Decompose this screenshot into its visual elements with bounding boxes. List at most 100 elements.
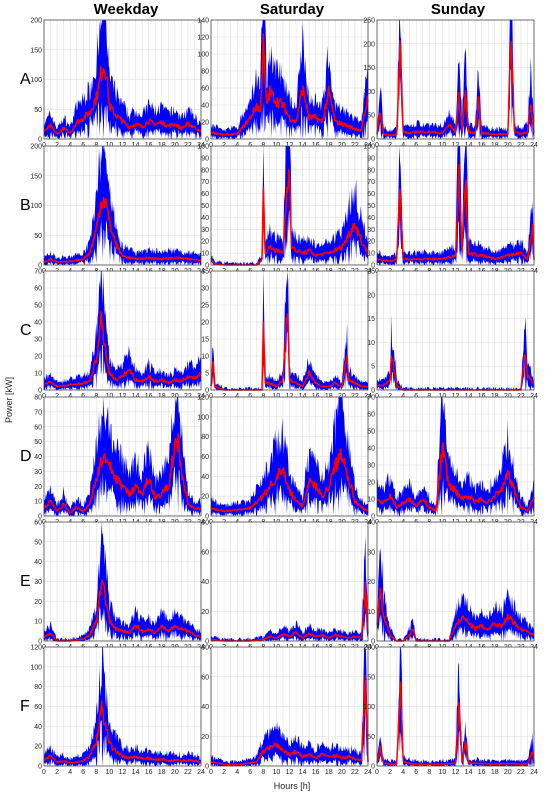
- y-tick-label: 80: [34, 395, 42, 402]
- y-tick-label: 0: [371, 764, 375, 771]
- y-tick-label: 200: [363, 41, 375, 48]
- variability-band: [377, 548, 534, 641]
- x-tick-label: 24: [197, 769, 205, 776]
- y-tick-label: 40: [34, 320, 42, 327]
- y-tick-label: 50: [34, 303, 42, 310]
- x-tick-label: 4: [235, 393, 239, 400]
- y-tick-label: 10: [201, 251, 209, 258]
- y-tick-label: 0: [205, 388, 209, 395]
- x-tick-label: 12: [286, 142, 294, 149]
- y-tick-label: 80: [34, 684, 42, 691]
- y-tick-label: 20: [201, 609, 209, 616]
- x-tick-label: 0: [42, 769, 46, 776]
- y-tick-label: 0: [38, 137, 42, 144]
- mean-profile-line: [43, 433, 202, 514]
- x-tick-label: 10: [439, 393, 447, 400]
- mean-profile-line: [210, 33, 369, 136]
- x-tick-label: 22: [184, 393, 192, 400]
- x-tick-label: 14: [299, 393, 307, 400]
- x-tick-label: 16: [312, 393, 320, 400]
- x-tick-label: 2: [55, 393, 59, 400]
- x-tick-label: 12: [452, 393, 460, 400]
- y-tick-label: 30: [34, 469, 42, 476]
- panel-d-weekday: 02468101214161820222401020304050607080: [34, 395, 205, 527]
- y-tick-label: 60: [201, 191, 209, 198]
- x-tick-label: 10: [273, 142, 281, 149]
- column-titles: Weekday Saturday Sunday: [94, 1, 486, 18]
- x-tick-label: 8: [261, 142, 265, 149]
- x-tick-label: 6: [248, 142, 252, 149]
- y-tick-label: 20: [201, 320, 209, 327]
- y-tick-label: 40: [34, 559, 42, 566]
- y-tick-label: 50: [34, 233, 42, 240]
- x-tick-label: 20: [338, 769, 346, 776]
- x-tick-label: 2: [222, 142, 226, 149]
- x-tick-label: 16: [145, 393, 153, 400]
- y-tick-label: 60: [201, 454, 209, 461]
- column-title-saturday: Saturday: [260, 1, 325, 18]
- y-tick-label: 60: [367, 191, 375, 198]
- x-tick-label: 10: [106, 142, 114, 149]
- y-tick-label: 60: [34, 424, 42, 431]
- x-tick-label: 22: [351, 769, 359, 776]
- y-tick-label: 0: [205, 514, 209, 521]
- y-tick-label: 15: [367, 316, 375, 323]
- y-tick-label: 100: [30, 664, 42, 671]
- y-tick-label: 70: [34, 409, 42, 416]
- panel-frame: [376, 19, 535, 140]
- y-tick-label: 0: [205, 263, 209, 270]
- x-tick-label: 6: [248, 393, 252, 400]
- y-tick-label: 70: [367, 395, 375, 402]
- x-tick-label: 12: [119, 142, 127, 149]
- y-tick-label: 0: [38, 514, 42, 521]
- y-tick-label: 200: [30, 18, 42, 25]
- x-tick-label: 6: [414, 393, 418, 400]
- y-tick-label: 30: [201, 286, 209, 293]
- x-tick-label: 22: [184, 142, 192, 149]
- y-tick-label: 0: [38, 263, 42, 270]
- x-tick-label: 22: [351, 393, 359, 400]
- y-tick-label: 50: [201, 203, 209, 210]
- y-tick-label: 140: [197, 18, 209, 25]
- y-tick-label: 40: [201, 579, 209, 586]
- y-tick-label: 150: [30, 173, 42, 180]
- y-tick-label: 150: [363, 65, 375, 72]
- x-tick-label: 16: [145, 142, 153, 149]
- y-tick-label: 100: [363, 89, 375, 96]
- y-tick-label: 60: [34, 704, 42, 711]
- y-tick-label: 100: [197, 414, 209, 421]
- y-tick-label: 200: [30, 144, 42, 151]
- x-tick-label: 24: [197, 393, 205, 400]
- panel-frame: [43, 19, 202, 140]
- panel-frame: [43, 270, 202, 391]
- y-tick-label: 30: [367, 227, 375, 234]
- y-tick-label: 80: [201, 520, 209, 527]
- y-tick-label: 20: [34, 599, 42, 606]
- y-tick-label: 150: [30, 47, 42, 54]
- x-tick-label: 0: [42, 142, 46, 149]
- y-tick-label: 60: [367, 412, 375, 419]
- x-tick-label: 20: [171, 393, 179, 400]
- mean-profile-line: [43, 311, 202, 388]
- panel-frame: [43, 646, 202, 767]
- y-tick-label: 40: [34, 454, 42, 461]
- x-tick-label: 20: [338, 393, 346, 400]
- row-label-b: B: [20, 197, 31, 214]
- y-tick-label: 10: [201, 354, 209, 361]
- x-tick-label: 8: [261, 769, 265, 776]
- x-tick-label: 6: [81, 393, 85, 400]
- y-tick-label: 30: [201, 227, 209, 234]
- x-tick-label: 18: [158, 769, 166, 776]
- variability-band: [211, 535, 368, 641]
- x-tick-label: 24: [364, 142, 372, 149]
- y-tick-label: 20: [201, 494, 209, 501]
- x-tick-label: 12: [119, 393, 127, 400]
- x-tick-label: 10: [106, 393, 114, 400]
- panel-frame: [210, 19, 369, 140]
